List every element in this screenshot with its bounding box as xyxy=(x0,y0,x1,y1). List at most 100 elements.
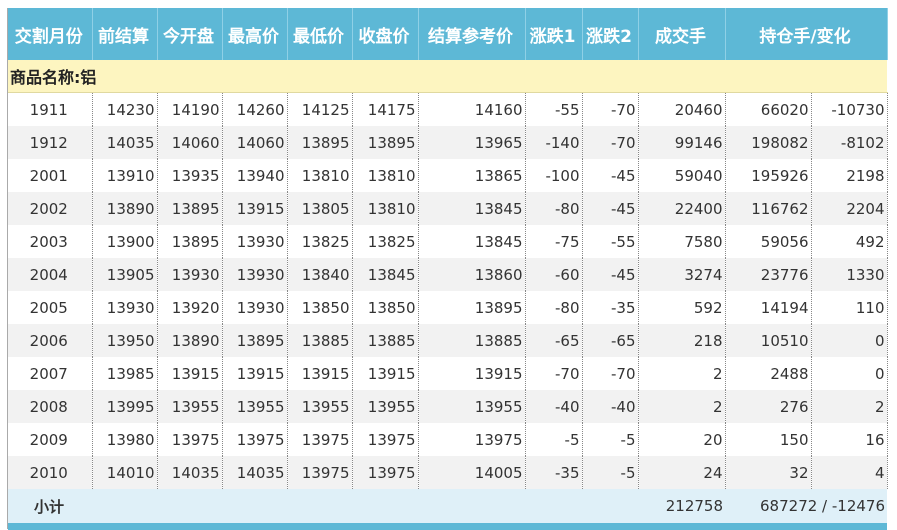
cell: -10730 xyxy=(811,92,888,126)
cell: 13975 xyxy=(222,423,288,456)
cell: 2006 xyxy=(8,324,93,357)
cell: 276 xyxy=(725,390,812,423)
cell: 14005 xyxy=(418,456,526,489)
quote-table-wrap: 交割月份 前结算 今开盘 最高价 最低价 收盘价 结算参考价 涨跌1 涨跌2 成交手 持仓手/变化 … xyxy=(8,8,888,530)
cell: 20460 xyxy=(638,92,726,126)
cell: 0 xyxy=(811,357,888,390)
cell: -55 xyxy=(582,225,639,258)
cell: 13935 xyxy=(157,159,223,192)
cell: -40 xyxy=(582,390,639,423)
data-row: 2005 13930 13920 13930 13850 13850 13895 -80 -35… xyxy=(8,291,888,324)
cell: -100 xyxy=(525,159,583,192)
cell: 2198 xyxy=(811,159,888,192)
cell: 14175 xyxy=(352,92,419,126)
cell: 14160 xyxy=(418,92,526,126)
cell: 13825 xyxy=(352,225,419,258)
cell: 110 xyxy=(811,291,888,324)
cell: 13895 xyxy=(287,126,353,159)
cell: 3274 xyxy=(638,258,726,291)
cell: -45 xyxy=(582,159,639,192)
cell: 2001 xyxy=(8,159,93,192)
cell: -70 xyxy=(582,126,639,159)
data-row: 2001 13910 13935 13940 13810 13810 13865 -100 -4… xyxy=(8,159,888,192)
cell: 14260 xyxy=(222,92,288,126)
cell: 13955 xyxy=(352,390,419,423)
cell: 1912 xyxy=(8,126,93,159)
cell: -35 xyxy=(582,291,639,324)
cell: 13915 xyxy=(222,357,288,390)
cell: 2002 xyxy=(8,192,93,225)
subtotal-label: 小计 xyxy=(8,489,638,523)
cell: 13920 xyxy=(157,291,223,324)
column-header: 持仓手/变化 xyxy=(725,8,888,60)
cell: 13915 xyxy=(418,357,526,390)
column-header: 最低价 xyxy=(287,8,353,60)
cell: 198082 xyxy=(725,126,812,159)
column-header: 成交手 xyxy=(638,8,726,60)
cell: 13805 xyxy=(287,192,353,225)
cell: 14125 xyxy=(287,92,353,126)
cell: 13985 xyxy=(92,357,158,390)
column-header: 前结算 xyxy=(92,8,158,60)
cell: -65 xyxy=(525,324,583,357)
data-row: 2009 13980 13975 13975 13975 13975 13975 -5 -5 20… xyxy=(8,423,888,456)
cell: -65 xyxy=(582,324,639,357)
footer-bar xyxy=(8,523,887,530)
cell: 2 xyxy=(638,390,726,423)
cell: 13940 xyxy=(222,159,288,192)
cell: 13910 xyxy=(92,159,158,192)
section-row: 商品名称:铝 xyxy=(8,60,887,93)
cell: 24 xyxy=(638,456,726,489)
data-row: 2003 13900 13895 13930 13825 13825 13845 -75 -55… xyxy=(8,225,888,258)
cell: 13895 xyxy=(222,324,288,357)
cell: 13895 xyxy=(418,291,526,324)
table-body: 商品名称:铝 1911 14230 14190 14260 14125 14175 1416… xyxy=(8,60,888,523)
cell: 2008 xyxy=(8,390,93,423)
column-header: 收盘价 xyxy=(352,8,419,60)
cell: 13975 xyxy=(157,423,223,456)
cell: 59040 xyxy=(638,159,726,192)
cell: 13810 xyxy=(352,159,419,192)
cell: 13890 xyxy=(157,324,223,357)
cell: 13930 xyxy=(222,225,288,258)
cell: 13930 xyxy=(92,291,158,324)
cell: 218 xyxy=(638,324,726,357)
cell: 116762 xyxy=(725,192,812,225)
cell: 13955 xyxy=(287,390,353,423)
cell: 13860 xyxy=(418,258,526,291)
cell: 13980 xyxy=(92,423,158,456)
cell: 13825 xyxy=(287,225,353,258)
cell: 0 xyxy=(811,324,888,357)
cell: -5 xyxy=(582,423,639,456)
data-row: 1912 14035 14060 14060 13895 13895 13965 -140 -7… xyxy=(8,126,888,159)
data-row: 2007 13985 13915 13915 13915 13915 13915 -70 -70… xyxy=(8,357,888,390)
cell: 2007 xyxy=(8,357,93,390)
cell: 195926 xyxy=(725,159,812,192)
cell: 13895 xyxy=(157,192,223,225)
cell: 14035 xyxy=(157,456,223,489)
cell: 13930 xyxy=(222,291,288,324)
cell: 13810 xyxy=(352,192,419,225)
cell: 99146 xyxy=(638,126,726,159)
cell: 13840 xyxy=(287,258,353,291)
cell: 13865 xyxy=(418,159,526,192)
cell: 13955 xyxy=(157,390,223,423)
cell: 10510 xyxy=(725,324,812,357)
column-header: 最高价 xyxy=(222,8,288,60)
cell: 2004 xyxy=(8,258,93,291)
cell: -80 xyxy=(525,192,583,225)
column-header: 涨跌2 xyxy=(582,8,639,60)
cell: 150 xyxy=(725,423,812,456)
cell: -5 xyxy=(525,423,583,456)
cell: 13850 xyxy=(352,291,419,324)
cell: 13975 xyxy=(352,423,419,456)
cell: 13950 xyxy=(92,324,158,357)
data-row: 2004 13905 13930 13930 13840 13845 13860 -60 -45… xyxy=(8,258,888,291)
cell: 32 xyxy=(725,456,812,489)
cell: -70 xyxy=(582,357,639,390)
cell: -70 xyxy=(582,92,639,126)
cell: 13975 xyxy=(418,423,526,456)
cell: 13955 xyxy=(222,390,288,423)
cell: 13915 xyxy=(157,357,223,390)
cell: 13895 xyxy=(157,225,223,258)
